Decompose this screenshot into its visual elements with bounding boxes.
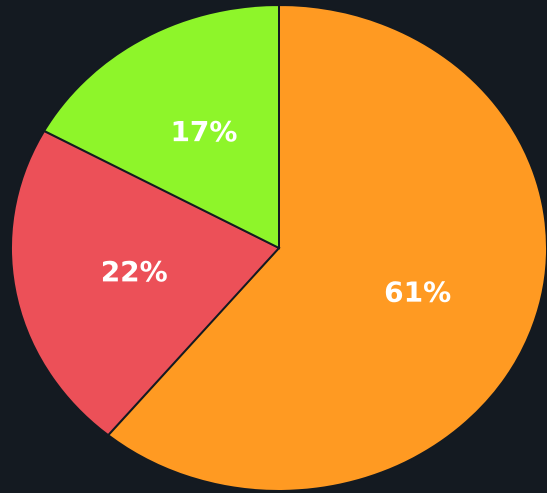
value-label: 17% (170, 115, 237, 148)
value-label: 61% (384, 275, 451, 308)
pie-slice (10, 129, 281, 437)
pie-slice (106, 3, 547, 492)
value-label: 22% (101, 255, 168, 288)
pie-slice (42, 3, 280, 250)
